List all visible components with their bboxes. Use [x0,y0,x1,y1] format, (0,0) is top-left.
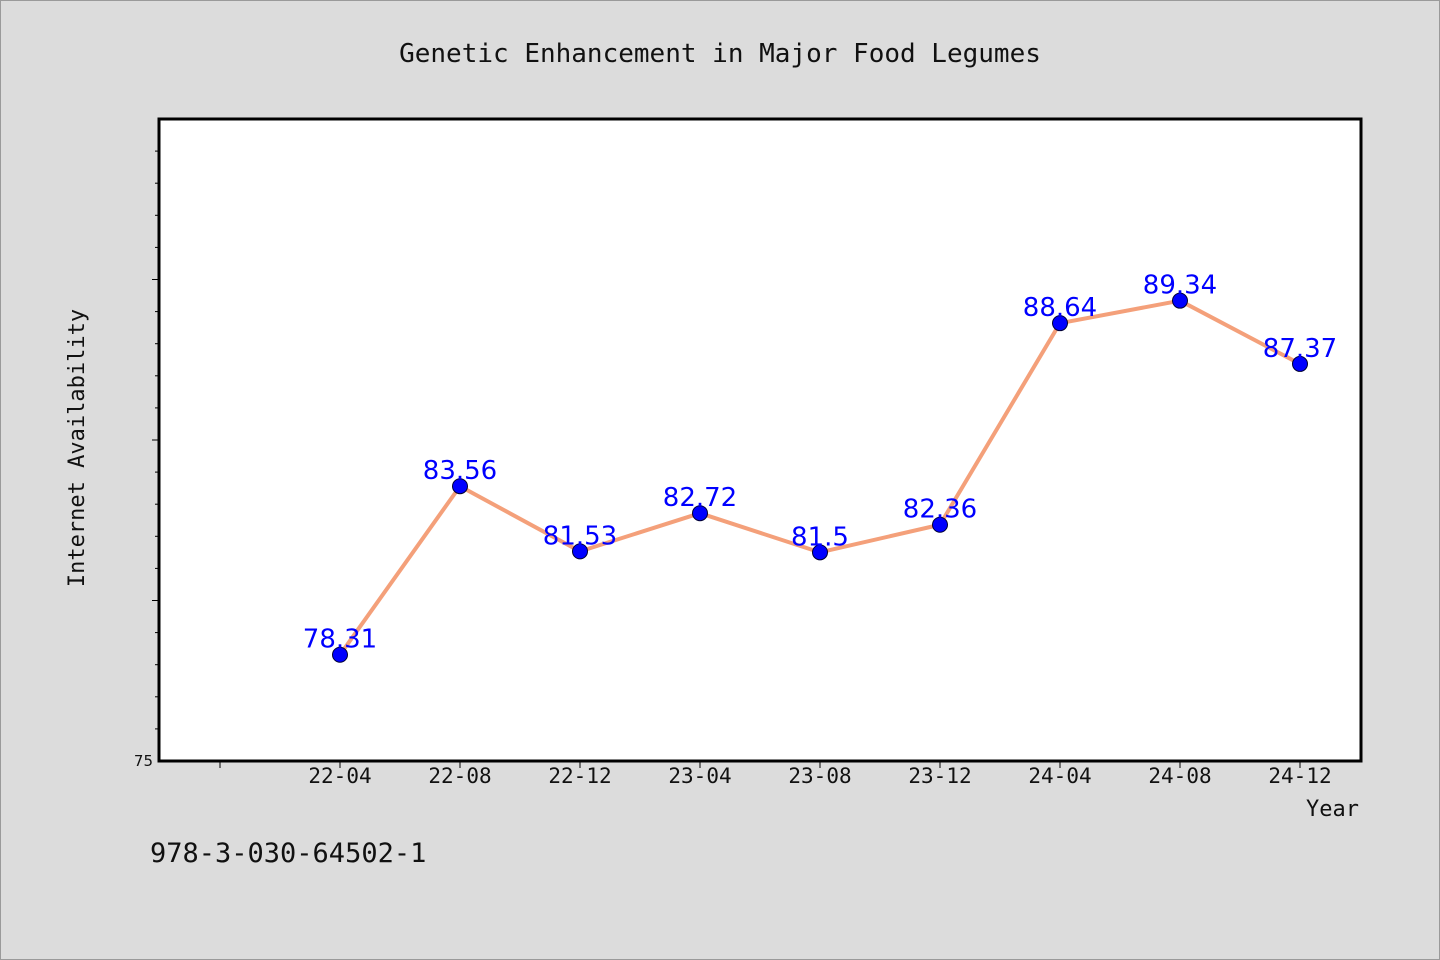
x-tick-label: 22-04 [308,764,371,788]
x-axis-ticks: 22-04 22-08 22-12 23-04 23-08 23-12 24-04 24-08… [219,761,1332,788]
data-point [1172,292,1188,309]
data-label: 78.31 [303,625,377,655]
x-tick-label: 24-08 [1148,764,1211,788]
data-point [452,478,468,495]
data-label: 88.64 [1023,293,1097,323]
data-point [932,516,948,533]
x-tick-label: 23-12 [908,764,971,788]
x-tick-label: 22-08 [428,764,491,788]
data-point [1292,355,1308,372]
x-tick-label: 22-12 [548,764,611,788]
x-tick-label: 23-04 [668,764,731,788]
data-label: 82.36 [903,495,977,525]
y-axis-label: Internet Availability [65,309,90,587]
data-label: 81.5 [791,522,849,552]
data-label: 89.34 [1143,271,1217,301]
data-label: 81.53 [543,521,617,551]
x-axis-label: Year [1306,797,1359,822]
y-tick-label: 75 [134,752,153,770]
data-point [332,646,348,663]
plot-area [157,117,1363,763]
data-point [572,543,588,560]
data-label: 83.56 [423,456,497,486]
x-tick-label: 23-08 [788,764,851,788]
y-axis-ticks: 75 [134,150,159,770]
data-point [812,544,828,561]
chart-title: Genetic Enhancement in Major Food Legume… [399,39,1041,69]
series-group: 78.31 83.56 81.53 82.72 81.5 82.36 88.64 89.34 8… [303,271,1337,663]
isbn-footer: 978-3-030-64502-1 [150,838,426,869]
x-tick-label: 24-12 [1268,764,1331,788]
data-point [692,505,708,522]
data-label: 82.72 [663,483,737,513]
data-point [1052,315,1068,332]
x-tick-label: 24-04 [1028,764,1091,788]
data-label: 87.37 [1263,334,1337,364]
